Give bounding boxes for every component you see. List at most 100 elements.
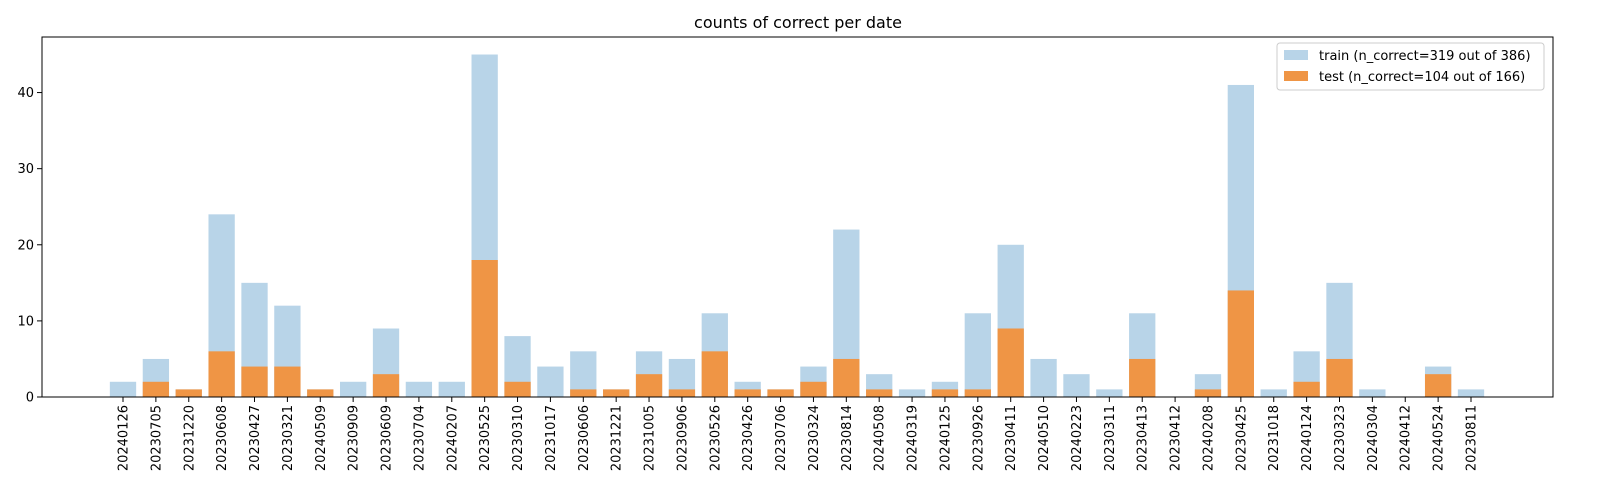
x-tick-label-20230321: 20230321: [281, 405, 296, 471]
bars-group: [109, 54, 1485, 397]
plot-frame: [41, 36, 1554, 398]
x-tick-label-20230412: 20230412: [1169, 405, 1184, 471]
x-tick-label-20240125: 20240125: [938, 405, 953, 471]
y-tick-label: 20: [17, 238, 34, 253]
test-bar-20240508: [866, 389, 893, 397]
x-tick-label-20240126: 20240126: [117, 405, 132, 471]
x-tick-label-20230427: 20230427: [248, 405, 263, 471]
test-bar-20230608: [208, 351, 235, 397]
legend-label-train: train (n_correct=319 out of 386): [1319, 49, 1531, 64]
x-axis: 20240126 20230705 20231220 20230608 20230427…: [117, 397, 1480, 471]
chart-title: counts of correct per date: [694, 13, 902, 32]
x-tick-label-20240208: 20240208: [1201, 405, 1216, 471]
test-bar-20230706: [767, 389, 794, 397]
y-tick-label: 40: [17, 86, 34, 101]
test-bar-20230425: [1227, 290, 1254, 397]
x-tick-label-20230606: 20230606: [577, 405, 592, 471]
x-tick-label-20240509: 20240509: [314, 405, 329, 471]
x-tick-label-20230906: 20230906: [675, 405, 690, 471]
legend-label-test: test (n_correct=104 out of 166): [1319, 70, 1525, 85]
x-tick-label-20231017: 20231017: [544, 405, 559, 471]
y-tick-label: 30: [17, 162, 34, 177]
x-tick-label-20231220: 20231220: [182, 405, 197, 471]
x-tick-label-20240223: 20240223: [1070, 405, 1085, 471]
test-bar-20230324: [800, 381, 827, 397]
test-bar-20230310: [504, 381, 531, 397]
x-tick-label-20230609: 20230609: [380, 405, 395, 471]
test-bar-20231005: [635, 374, 663, 397]
legend: train (n_correct=319 out of 386) test (n…: [1276, 42, 1545, 91]
x-tick-label-20230526: 20230526: [708, 405, 723, 471]
x-tick-label-20240304: 20240304: [1366, 405, 1381, 471]
train-bar-20230311: [1096, 389, 1123, 397]
x-tick-label-20230704: 20230704: [412, 405, 427, 471]
test-bar-20230411: [997, 328, 1024, 397]
x-tick-label-20230608: 20230608: [215, 405, 230, 471]
x-tick-label-20231221: 20231221: [610, 405, 625, 471]
y-tick-label: 0: [26, 391, 34, 406]
test-bar-20240125: [931, 389, 959, 397]
y-tick-label: 10: [17, 314, 34, 329]
x-tick-label-20230323: 20230323: [1333, 405, 1348, 471]
x-tick-label-20240508: 20240508: [873, 405, 888, 471]
test-bar-20240524: [1424, 374, 1452, 397]
legend-box: [1276, 42, 1545, 91]
test-bar-20230906: [668, 389, 696, 397]
legend-swatch-test: [1284, 71, 1308, 81]
test-bar-20230705: [142, 381, 170, 397]
train-bar-20240304: [1359, 389, 1386, 397]
train-bar-20240126: [109, 381, 137, 397]
train-bar-20230704: [405, 381, 433, 397]
test-bar-20230814: [833, 358, 860, 397]
x-tick-label-20240524: 20240524: [1432, 405, 1447, 471]
train-bar-20230811: [1457, 389, 1485, 397]
x-tick-label-20230426: 20230426: [741, 405, 756, 471]
test-bar-20231220: [175, 389, 202, 397]
train-bar-20240223: [1063, 374, 1090, 397]
x-tick-label-20230425: 20230425: [1234, 405, 1249, 471]
train-bar-20230926: [964, 313, 991, 397]
train-bar-20230909: [340, 381, 367, 397]
x-tick-label-20230706: 20230706: [774, 405, 789, 471]
test-bar-20240124: [1293, 381, 1320, 397]
test-bar-20230526: [701, 351, 728, 397]
train-bar-20240207: [438, 381, 465, 397]
test-bar-20240509: [307, 389, 334, 397]
test-bar-20231221: [603, 389, 630, 397]
legend-swatch-train: [1284, 50, 1308, 60]
test-bar-20240208: [1194, 389, 1222, 397]
x-tick-label-20230814: 20230814: [840, 405, 855, 471]
test-bar-20230606: [570, 389, 597, 397]
x-tick-label-20231005: 20231005: [643, 405, 658, 471]
x-tick-label-20230525: 20230525: [478, 405, 493, 471]
x-tick-label-20240412: 20240412: [1399, 405, 1414, 471]
test-bar-20230323: [1326, 358, 1353, 397]
y-axis: 0 10 20 30 40: [17, 86, 42, 406]
x-tick-label-20230413: 20230413: [1136, 405, 1151, 471]
train-bar-20231017: [537, 366, 564, 397]
x-tick-label-20240510: 20240510: [1037, 405, 1052, 471]
test-bar-20230525: [471, 260, 498, 397]
test-bar-20230609: [372, 374, 400, 397]
x-tick-label-20230310: 20230310: [511, 405, 526, 471]
train-bar-20231018: [1260, 389, 1287, 397]
x-tick-label-20240319: 20240319: [906, 405, 921, 471]
x-tick-label-20230411: 20230411: [1004, 405, 1019, 471]
test-bar-20230926: [964, 389, 991, 397]
train-bar-20230606: [570, 351, 597, 397]
test-bar-20230413: [1129, 358, 1156, 397]
x-tick-label-20230909: 20230909: [347, 405, 362, 471]
train-bar-20240319: [898, 389, 926, 397]
x-tick-label-20231018: 20231018: [1267, 405, 1282, 471]
x-tick-label-20230324: 20230324: [807, 405, 822, 471]
test-bar-20230426: [734, 389, 761, 397]
x-tick-label-20230705: 20230705: [149, 405, 164, 471]
test-bar-20230427: [241, 366, 268, 397]
x-tick-label-20230311: 20230311: [1103, 405, 1118, 471]
x-tick-label-20240207: 20240207: [445, 405, 460, 471]
x-tick-label-20240124: 20240124: [1300, 405, 1315, 471]
x-tick-label-20230926: 20230926: [971, 405, 986, 471]
train-bar-20240510: [1030, 358, 1057, 397]
test-bar-20230321: [274, 366, 301, 397]
